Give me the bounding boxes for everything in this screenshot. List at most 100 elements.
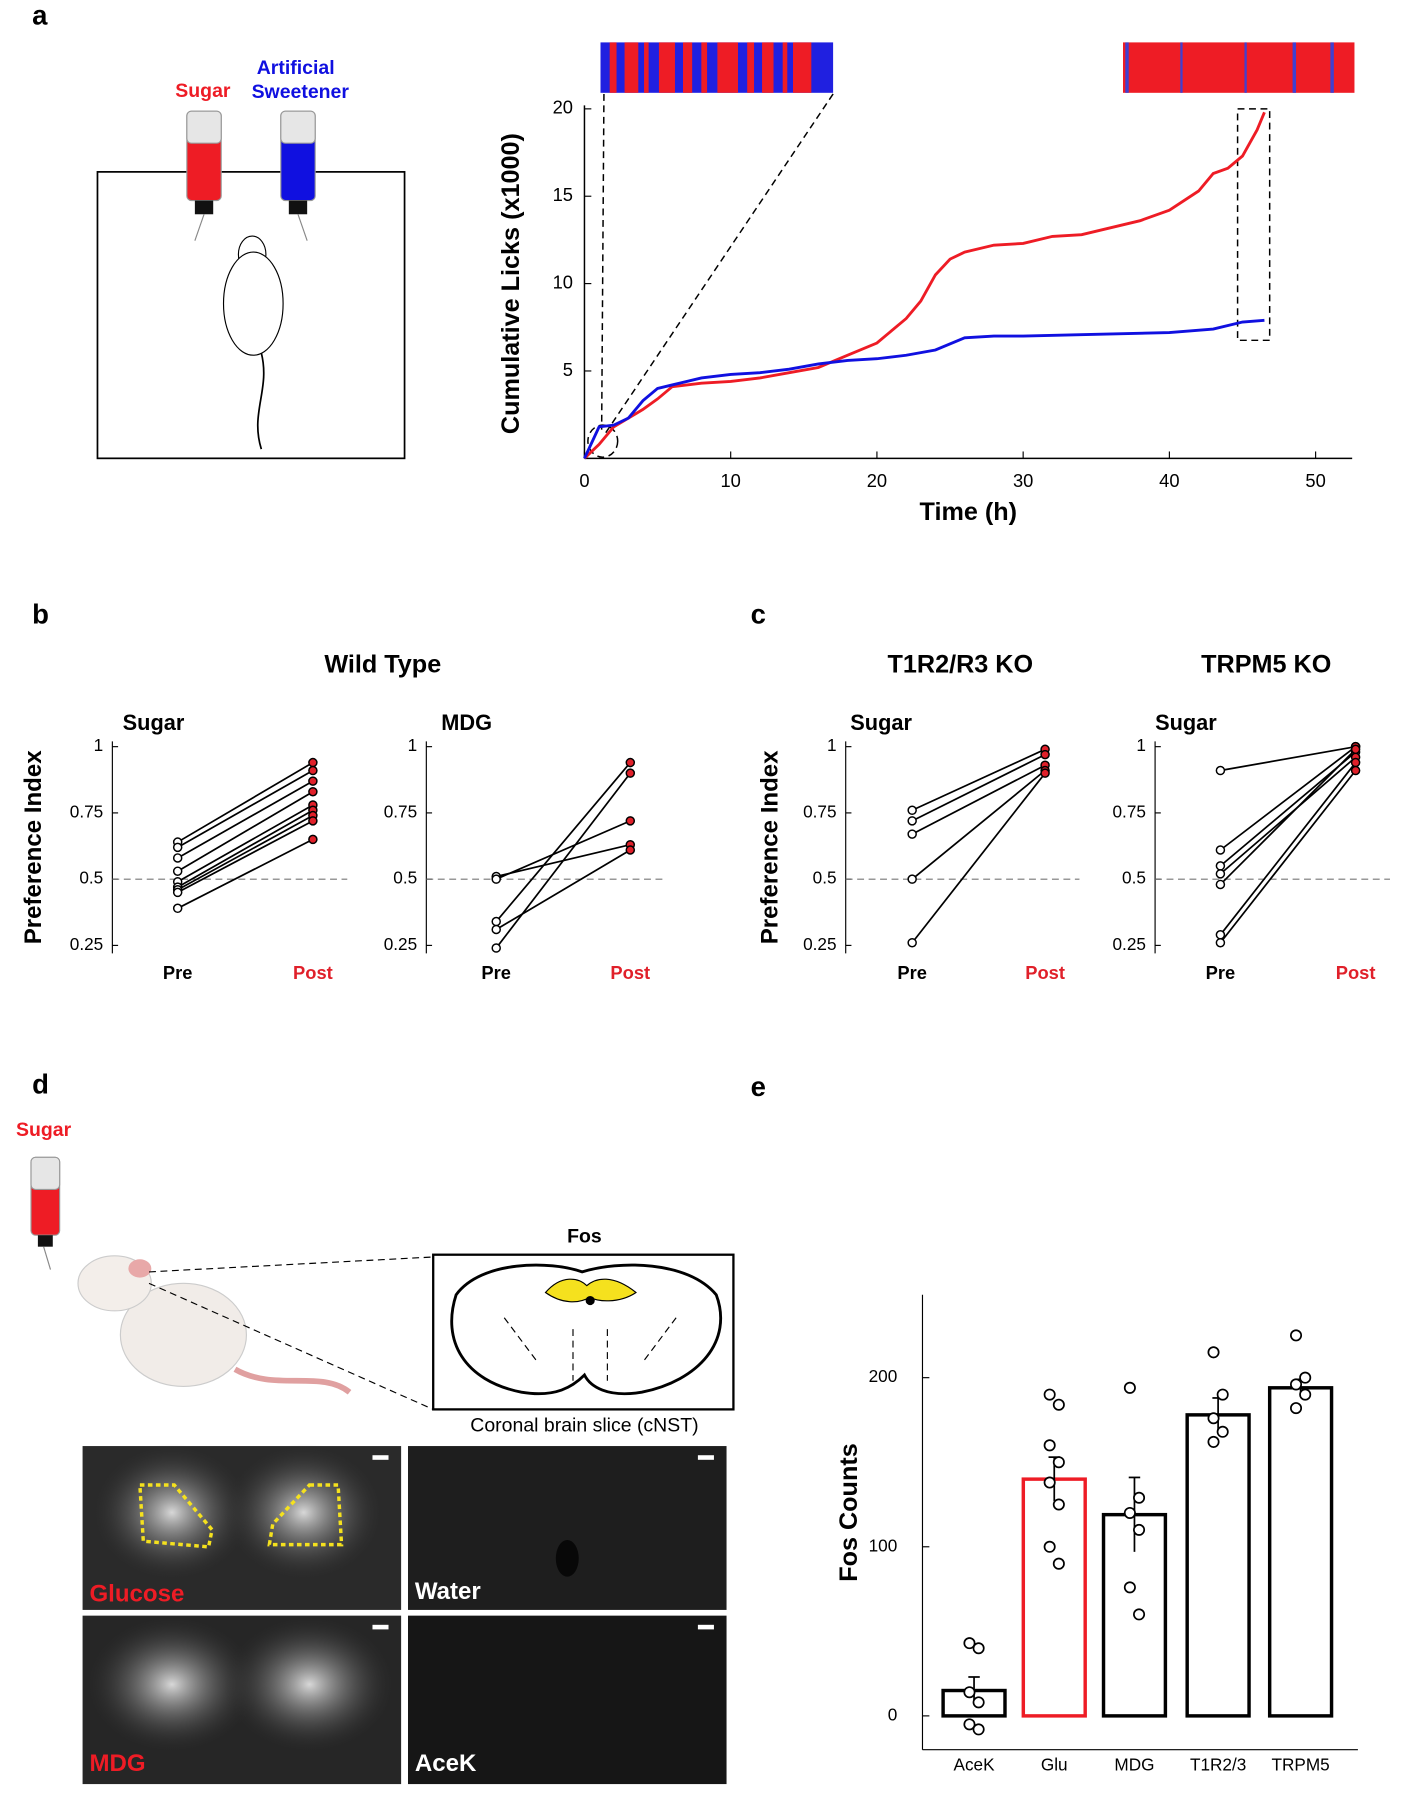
y-tick-label: 0.25 xyxy=(1112,934,1145,954)
label-fos: Fos xyxy=(567,1226,602,1248)
pre-point xyxy=(172,853,183,863)
panel-label: b xyxy=(32,599,49,630)
y-tick-label: 100 xyxy=(869,1535,898,1555)
data-point xyxy=(1207,1435,1220,1448)
data-point xyxy=(1123,1506,1136,1519)
pre-point xyxy=(1215,937,1226,948)
y-tick-label: 1 xyxy=(1136,735,1146,755)
y-tick-label: 0.75 xyxy=(1112,801,1145,821)
pre-point xyxy=(1215,765,1226,776)
x-tick-label: AceK xyxy=(954,1754,996,1774)
data-point xyxy=(972,1696,985,1709)
data-point xyxy=(1216,1388,1229,1401)
mouse-illustration xyxy=(30,1156,434,1410)
data-point xyxy=(963,1718,976,1731)
x-tick-label: T1R2/3 xyxy=(1190,1754,1246,1774)
pair-line xyxy=(1219,745,1357,851)
data-point xyxy=(1299,1371,1312,1384)
data-point xyxy=(1133,1523,1146,1536)
y-axis-label: Cumulative Licks (x1000) xyxy=(497,133,525,434)
data-point xyxy=(1043,1540,1056,1553)
zoom-guides xyxy=(587,93,1271,458)
post-point xyxy=(1040,768,1050,778)
bar xyxy=(1185,1413,1251,1718)
y-tick-label: 15 xyxy=(553,184,573,205)
data-point xyxy=(1043,1439,1056,1452)
x-tick-label: 30 xyxy=(1013,470,1033,491)
cage-schematic xyxy=(96,110,406,460)
post-point xyxy=(308,786,318,797)
bar xyxy=(1267,1386,1334,1718)
x-tick-label: Pre xyxy=(1206,962,1236,983)
panel-label: c xyxy=(751,599,766,630)
post-point xyxy=(308,816,318,826)
pair-line xyxy=(1219,756,1357,875)
data-point xyxy=(1123,1381,1136,1394)
y-tick-label: 20 xyxy=(553,97,573,118)
pre-point xyxy=(172,842,183,853)
y-tick-label: 0.5 xyxy=(393,868,417,888)
y-tick-label: 0.5 xyxy=(813,868,837,888)
panel-label: d xyxy=(32,1069,49,1100)
group-title: Wild Type xyxy=(324,650,441,678)
image-label: Glucose xyxy=(89,1580,184,1607)
brain-slice-diagram xyxy=(432,1253,735,1411)
y-tick-label: 0.75 xyxy=(384,801,417,821)
data-point xyxy=(1052,1498,1065,1511)
y-axis-label: Preference Index xyxy=(757,750,784,944)
x-tick-label: Pre xyxy=(163,962,193,983)
pair-line xyxy=(177,820,314,894)
pair-line xyxy=(1220,745,1356,772)
panel-label: a xyxy=(32,0,48,30)
post-point xyxy=(625,757,636,768)
data-point xyxy=(1043,1476,1056,1489)
pair-line xyxy=(495,772,631,949)
slice-caption: Coronal brain slice (cNST) xyxy=(470,1415,698,1437)
data-point xyxy=(963,1637,976,1650)
y-axis-label: Fos Counts xyxy=(835,1443,863,1582)
post-point xyxy=(1350,744,1361,755)
pair-line xyxy=(177,780,314,859)
x-tick-label: 0 xyxy=(579,470,589,491)
data-point xyxy=(1216,1425,1229,1438)
image-label: MDG xyxy=(89,1750,145,1777)
x-tick-label: 50 xyxy=(1305,470,1325,491)
y-tick-label: 0.5 xyxy=(1122,868,1146,888)
pre-point xyxy=(491,874,501,884)
data-point xyxy=(1123,1581,1136,1594)
label-sweetener: Artificial xyxy=(257,57,335,79)
label-sugar: Sugar xyxy=(16,1119,72,1141)
pre-point xyxy=(1215,869,1226,879)
pair-line xyxy=(911,753,1046,822)
pair-line xyxy=(911,769,1046,880)
pair-line xyxy=(177,804,314,883)
pair-line xyxy=(177,769,314,849)
data-point xyxy=(1133,1491,1146,1504)
x-tick-label: 40 xyxy=(1159,470,1179,491)
post-point xyxy=(308,834,318,845)
y-tick-label: 0.75 xyxy=(803,801,836,821)
pre-point xyxy=(491,924,501,935)
panel-label: e xyxy=(751,1071,766,1102)
data-point xyxy=(1207,1412,1220,1425)
x-tick-label: TRPM5 xyxy=(1272,1754,1330,1774)
x-tick-label: 10 xyxy=(720,470,740,491)
pre-point xyxy=(907,937,917,948)
chart-title: Sugar xyxy=(850,710,912,735)
pair-line xyxy=(911,748,1046,812)
data-point xyxy=(1052,1456,1065,1469)
x-tick-label: Glu xyxy=(1041,1754,1068,1774)
label-sweetener: Sweetener xyxy=(252,81,350,103)
data-point xyxy=(972,1642,985,1655)
y-tick-label: 0.25 xyxy=(803,934,836,954)
data-point xyxy=(1133,1608,1146,1621)
pre-point xyxy=(491,916,501,927)
y-tick-label: 5 xyxy=(563,359,573,380)
y-tick-label: 0.75 xyxy=(70,801,103,821)
data-point xyxy=(972,1723,985,1736)
y-tick-label: 1 xyxy=(408,735,418,755)
post-point xyxy=(1040,749,1050,760)
y-tick-label: 1 xyxy=(827,735,837,755)
image-label: AceK xyxy=(415,1750,477,1777)
